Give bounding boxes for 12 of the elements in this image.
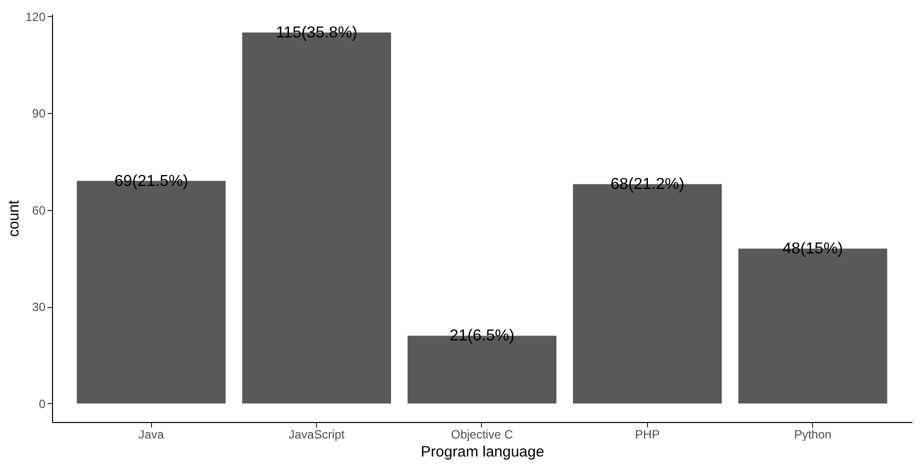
y-axis-title: count bbox=[5, 199, 22, 237]
x-tick-label: Python bbox=[794, 428, 832, 442]
x-axis-title: Program language bbox=[420, 444, 544, 460]
y-tick-label: 120 bbox=[25, 10, 46, 24]
x-tick-label: Objective C bbox=[450, 428, 514, 442]
y-tick-label: 60 bbox=[32, 203, 46, 218]
y-tick-label: 0 bbox=[38, 396, 46, 411]
x-tick-label: JavaScript bbox=[288, 428, 346, 442]
x-tick-label: Java bbox=[138, 428, 164, 442]
y-tick-label: 90 bbox=[32, 106, 46, 121]
x-tick-label: PHP bbox=[635, 428, 660, 442]
y-tick-label: 30 bbox=[32, 300, 46, 314]
